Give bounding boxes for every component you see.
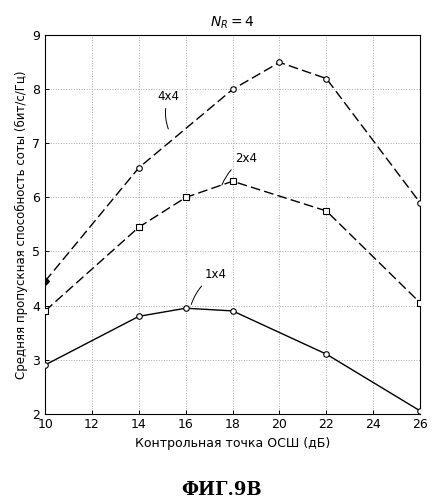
Text: 4x4: 4x4 xyxy=(158,90,179,129)
Text: 2x4: 2x4 xyxy=(222,152,257,185)
X-axis label: Контрольная точка ОСШ (дБ): Контрольная точка ОСШ (дБ) xyxy=(135,437,330,450)
Title: $N_R = 4$: $N_R = 4$ xyxy=(210,15,255,32)
Text: 1x4: 1x4 xyxy=(191,268,226,304)
Y-axis label: Средняя пропускная способность соты (бит/с/Гц): Средняя пропускная способность соты (бит… xyxy=(15,70,28,378)
Text: ФИГ.9В: ФИГ.9В xyxy=(181,481,262,499)
